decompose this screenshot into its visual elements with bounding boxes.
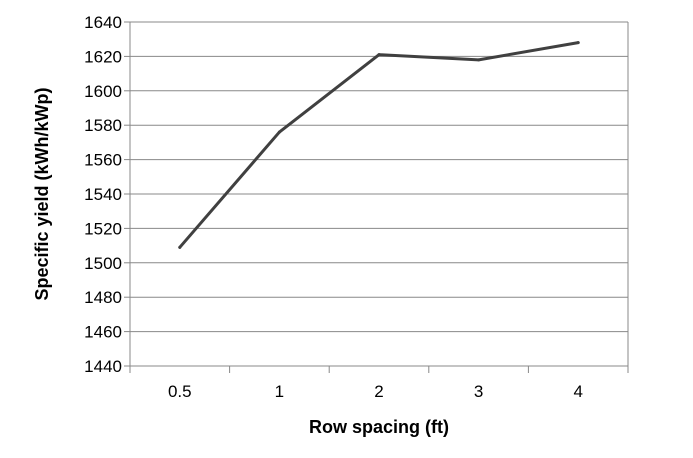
data-point [576, 41, 580, 45]
y-tick-label: 1640 [84, 13, 122, 32]
grid-lines [130, 21, 628, 333]
axes [124, 21, 629, 373]
y-tick-label: 1520 [84, 219, 122, 238]
y-axis-title: Specific yield (kWh/kWp) [32, 87, 52, 300]
y-tick-label: 1620 [84, 47, 122, 66]
data-point [377, 53, 381, 57]
series [178, 41, 580, 249]
y-tick-label: 1580 [84, 116, 122, 135]
x-tick-label: 3 [474, 382, 483, 401]
x-tick-label: 0.5 [168, 382, 192, 401]
data-point [178, 245, 182, 249]
y-tick-label: 1560 [84, 151, 122, 170]
tick-labels: 1440 1460 1480 1500 1520 1540 1560 1580 1600 1620… [84, 13, 583, 401]
y-tick-label: 1480 [84, 288, 122, 307]
x-tick-label: 1 [275, 382, 284, 401]
x-axis-title: Row spacing (ft) [309, 417, 449, 437]
y-tick-label: 1500 [84, 254, 122, 273]
y-tick-label: 1540 [84, 185, 122, 204]
x-tick-label: 4 [573, 382, 582, 401]
y-tick-label: 1600 [84, 82, 122, 101]
data-point [477, 58, 481, 62]
y-tick-label: 1460 [84, 323, 122, 342]
data-point [277, 130, 281, 134]
x-tick-label: 2 [374, 382, 383, 401]
y-tick-label: 1440 [84, 357, 122, 376]
